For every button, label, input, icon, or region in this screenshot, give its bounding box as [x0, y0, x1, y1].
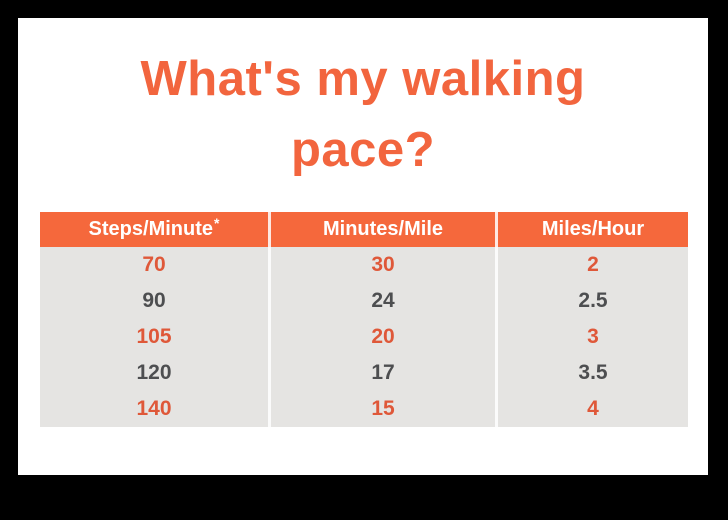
table-cell: 140 — [40, 391, 268, 427]
table-cell: 15 — [268, 391, 495, 427]
table-cell: 105 — [40, 319, 268, 355]
table-cell: 20 — [268, 319, 495, 355]
header-cell-steps-per-minute: Steps/Minute * — [40, 212, 268, 247]
table-cell: 24 — [268, 283, 495, 319]
table-cell: 2.5 — [495, 283, 688, 319]
table-cell: 70 — [40, 247, 268, 283]
table-header-row: Steps/Minute * Minutes/Mile Miles/Hour — [40, 212, 688, 247]
page-title-line-2: pace? — [290, 123, 436, 177]
header-cell-minutes-per-mile: Minutes/Mile — [268, 212, 495, 247]
table-row: 70 30 2 — [40, 247, 688, 283]
table-row: 105 20 3 — [40, 319, 688, 355]
table-cell: 3.5 — [495, 355, 688, 391]
walking-pace-table: Steps/Minute * Minutes/Mile Miles/Hour 70… — [40, 212, 688, 427]
content-panel: What's my walking pace? Steps/Minute * Mi… — [18, 18, 708, 475]
table-cell: 4 — [495, 391, 688, 427]
table-cell: 3 — [495, 319, 688, 355]
table-cell: 2 — [495, 247, 688, 283]
page-title: What's my walking pace? — [18, 44, 708, 186]
table-cell: 30 — [268, 247, 495, 283]
table-row: 140 15 4 — [40, 391, 688, 427]
table-row: 120 17 3.5 — [40, 355, 688, 391]
header-cell-miles-per-hour: Miles/Hour — [495, 212, 688, 247]
table-cell: 120 — [40, 355, 268, 391]
table-cell: 90 — [40, 283, 268, 319]
header-label: Steps/Minute — [88, 218, 213, 240]
page-title-line-1: What's my walking — [140, 52, 586, 106]
table-row: 90 24 2.5 — [40, 283, 688, 319]
table-cell: 17 — [268, 355, 495, 391]
